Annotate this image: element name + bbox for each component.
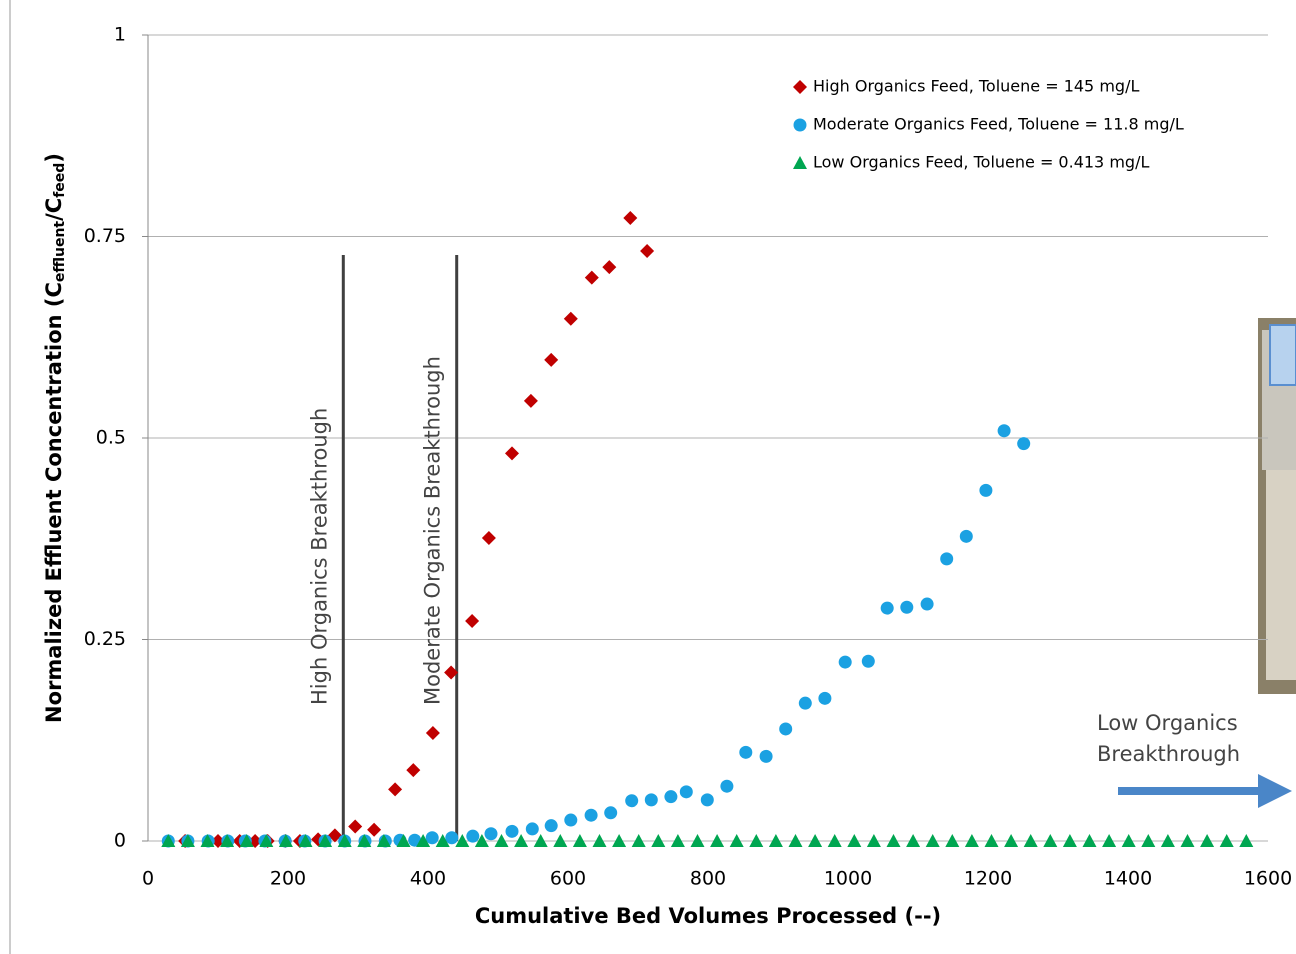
- diamond-point: [388, 782, 402, 796]
- circle-point: [645, 793, 658, 806]
- diamond-point: [505, 446, 519, 460]
- circle-point: [466, 830, 479, 843]
- circle-point: [664, 790, 677, 803]
- circle-point: [545, 819, 558, 832]
- circle-point: [900, 601, 913, 614]
- y-axis-title: Normalized Effluent Concentration (Ceffl…: [42, 153, 68, 723]
- circle-point: [862, 655, 875, 668]
- circle-point: [564, 814, 577, 827]
- circle-point: [604, 806, 617, 819]
- circle-point: [506, 825, 519, 838]
- x-tick-label: 1200: [964, 868, 1012, 890]
- x-axis-title: Cumulative Bed Volumes Processed (--): [475, 904, 941, 928]
- diamond-point: [465, 614, 479, 628]
- circle-point: [760, 750, 773, 763]
- circle-point: [839, 656, 852, 669]
- circle-point: [998, 424, 1011, 437]
- y-tick-label: 0.25: [84, 628, 126, 650]
- circle-point: [921, 598, 934, 611]
- breakthrough-label: Moderate Organics Breakthrough: [421, 356, 445, 705]
- circle-point: [720, 780, 733, 793]
- y-axis-title-part: ): [42, 153, 66, 163]
- circle-point: [426, 831, 439, 844]
- diamond-point: [602, 260, 616, 274]
- circle-point: [960, 530, 973, 543]
- x-tick-label: 400: [410, 868, 446, 890]
- circle-point: [739, 746, 752, 759]
- y-tick-label: 0.75: [84, 225, 126, 247]
- x-tick-label: 600: [550, 868, 586, 890]
- y-axis-title-part: /C: [42, 198, 66, 221]
- diamond-point: [544, 353, 558, 367]
- diamond-point: [623, 211, 637, 225]
- diamond-point: [406, 763, 420, 777]
- y-axis-title-part: feed: [52, 163, 68, 198]
- y-tick-label: 0: [114, 830, 126, 852]
- y-axis-title-part: Normalized Effluent Concentration (C: [42, 282, 66, 723]
- y-tick-label: 0.5: [96, 427, 126, 449]
- circle-point: [585, 809, 598, 822]
- y-tick-label: 1: [114, 24, 126, 46]
- photo: [1258, 318, 1296, 694]
- legend-label: Moderate Organics Feed, Toluene = 11.8 m…: [813, 115, 1184, 134]
- triangle-point: [793, 156, 807, 169]
- circle-point: [445, 831, 458, 844]
- x-tick-label: 1000: [824, 868, 872, 890]
- circle-point: [881, 602, 894, 615]
- x-tick-label: 0: [142, 868, 154, 890]
- circle-point: [701, 793, 714, 806]
- diamond-point: [564, 312, 578, 326]
- chart: 0 0.25 0.5 0.75 1 0 200 400 600 800 1000 1200 1400 16…: [0, 0, 1296, 954]
- diamond-point: [348, 819, 362, 833]
- circle-point: [625, 794, 638, 807]
- arrow-label: Breakthrough: [1097, 742, 1240, 766]
- circle-point: [680, 785, 693, 798]
- circle-point: [794, 119, 807, 132]
- breakthrough-label: High Organics Breakthrough: [307, 408, 331, 705]
- arrow-label: Low Organics: [1097, 711, 1238, 735]
- legend-label: Low Organics Feed, Toluene = 0.413 mg/L: [813, 153, 1149, 172]
- circle-point: [818, 692, 831, 705]
- x-tick-label: 1600: [1244, 868, 1292, 890]
- diamond-point: [793, 80, 807, 94]
- diamond-point: [367, 823, 381, 837]
- diamond-point: [524, 394, 538, 408]
- diamond-point: [482, 531, 496, 545]
- diamond-point: [585, 271, 599, 285]
- x-tick-label: 800: [690, 868, 726, 890]
- diamond-point: [640, 244, 654, 258]
- legend-label: High Organics Feed, Toluene = 145 mg/L: [813, 77, 1139, 96]
- circle-point: [485, 827, 498, 840]
- circle-point: [1017, 437, 1030, 450]
- circle-point: [779, 722, 792, 735]
- circle-point: [979, 484, 992, 497]
- x-tick-label: 1400: [1104, 868, 1152, 890]
- diamond-point: [426, 726, 440, 740]
- y-axis-title-part: effluent: [52, 221, 68, 283]
- x-tick-label: 200: [270, 868, 306, 890]
- circle-point: [526, 822, 539, 835]
- circle-point: [799, 697, 812, 710]
- circle-point: [940, 552, 953, 565]
- arrow: [1118, 774, 1292, 808]
